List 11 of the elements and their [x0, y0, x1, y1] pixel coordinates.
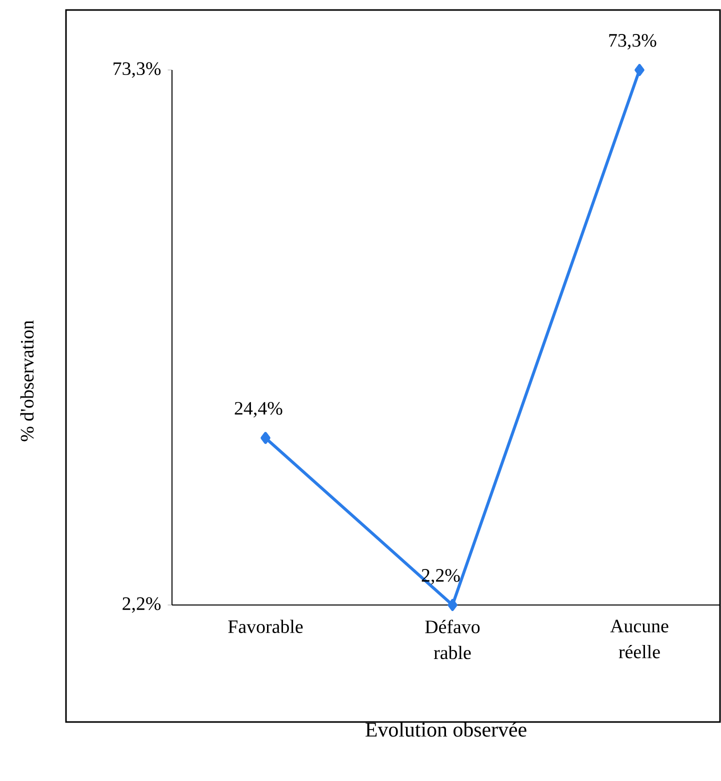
data-label: 24,4%: [234, 402, 282, 418]
y-axis-title: % d'observation: [20, 320, 34, 442]
x-tick-label: Aucune réelle: [610, 620, 668, 658]
x-axis-title: Evolution observée: [366, 722, 526, 737]
point: [634, 64, 644, 76]
x-tick-label: Favorable: [228, 620, 303, 634]
data-label: 73,3%: [609, 34, 656, 50]
data-label: 2,2%: [422, 568, 460, 584]
x-tick-label: Défavo rable: [425, 620, 480, 660]
point: [260, 432, 270, 444]
point: [448, 598, 458, 611]
